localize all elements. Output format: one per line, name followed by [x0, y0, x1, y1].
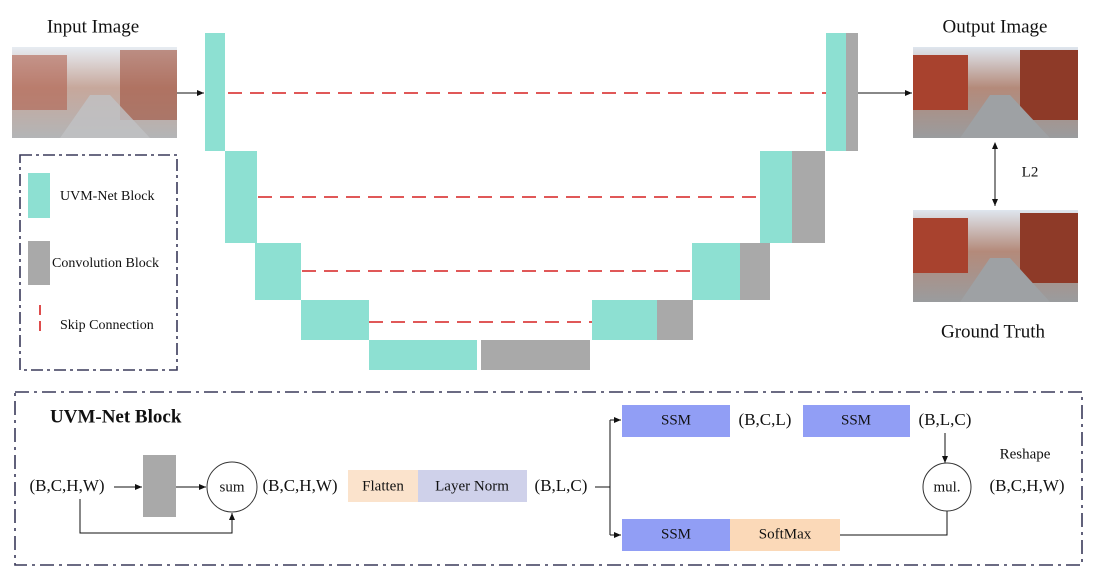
- flatten-box: [348, 470, 418, 502]
- merge-line: [840, 511, 948, 536]
- tensor-shape: (B,C,L): [739, 410, 792, 429]
- op-label: SSM: [661, 412, 691, 428]
- legend-swatch: [28, 173, 50, 218]
- image-title: Output Image: [942, 16, 1047, 37]
- tensor-shape: (B,C,H,W): [989, 476, 1064, 495]
- building: [913, 55, 968, 110]
- output-photo: [913, 47, 1078, 138]
- tensor-shape: (B,L,C): [919, 410, 972, 429]
- input-photo: [12, 47, 177, 138]
- ssm-box: [622, 405, 730, 437]
- conv-block: [792, 151, 825, 243]
- street: [960, 258, 1050, 302]
- mul-node: [922, 462, 972, 512]
- conv-block: [846, 33, 858, 151]
- conv-block: [657, 300, 693, 340]
- op-label: Layer Norm: [435, 478, 509, 494]
- conv-block: [143, 455, 176, 517]
- op-label: mul.: [933, 479, 960, 495]
- conv-block: [481, 340, 590, 370]
- unet: [205, 33, 858, 370]
- op-label: SoftMax: [759, 526, 812, 542]
- softmax-box: [730, 519, 840, 551]
- uvm-block: [255, 243, 301, 300]
- building: [120, 50, 177, 120]
- layernorm-box: [418, 470, 527, 502]
- sum-node: [206, 461, 258, 513]
- uvm-block: [592, 300, 657, 340]
- residual-arrow: [79, 499, 235, 534]
- ground-truth-photo: [913, 210, 1078, 302]
- loss-label: L2: [1022, 164, 1039, 180]
- ssm-box: [622, 519, 730, 551]
- legend-label: UVM-Net Block: [60, 189, 155, 204]
- legend-box: [19, 154, 178, 371]
- legend-label: Convolution Block: [52, 256, 159, 271]
- ssm-box: [803, 405, 910, 437]
- legend-label: Skip Connection: [60, 318, 154, 333]
- conv-block: [740, 243, 770, 300]
- op-label: Reshape: [1000, 446, 1051, 462]
- uvm-block: [205, 33, 225, 151]
- uvm-block: [301, 300, 369, 340]
- uvm-block: [369, 340, 477, 370]
- building: [1020, 50, 1078, 120]
- legend-swatch: [28, 241, 50, 285]
- image-title: Ground Truth: [941, 321, 1045, 342]
- block-box: [14, 391, 1083, 566]
- building: [913, 218, 968, 273]
- street: [960, 95, 1050, 138]
- op-label: SSM: [661, 526, 691, 542]
- image-title: Input Image: [47, 16, 139, 37]
- tensor-shape: (B,C,H,W): [262, 476, 337, 495]
- branch-line: [595, 420, 611, 535]
- block-title: UVM-Net Block: [50, 406, 182, 427]
- op-label: SSM: [841, 412, 871, 428]
- uvm-block: [692, 243, 740, 300]
- op-label: Flatten: [362, 478, 404, 494]
- uvm-block: [225, 151, 257, 243]
- tensor-shape: (B,C,H,W): [29, 476, 104, 495]
- uvm-block: [826, 33, 846, 151]
- street: [60, 95, 150, 138]
- building: [1020, 213, 1078, 283]
- building: [12, 55, 67, 110]
- op-label: sum: [219, 479, 244, 495]
- uvm-block: [760, 151, 792, 243]
- tensor-shape: (B,L,C): [535, 476, 588, 495]
